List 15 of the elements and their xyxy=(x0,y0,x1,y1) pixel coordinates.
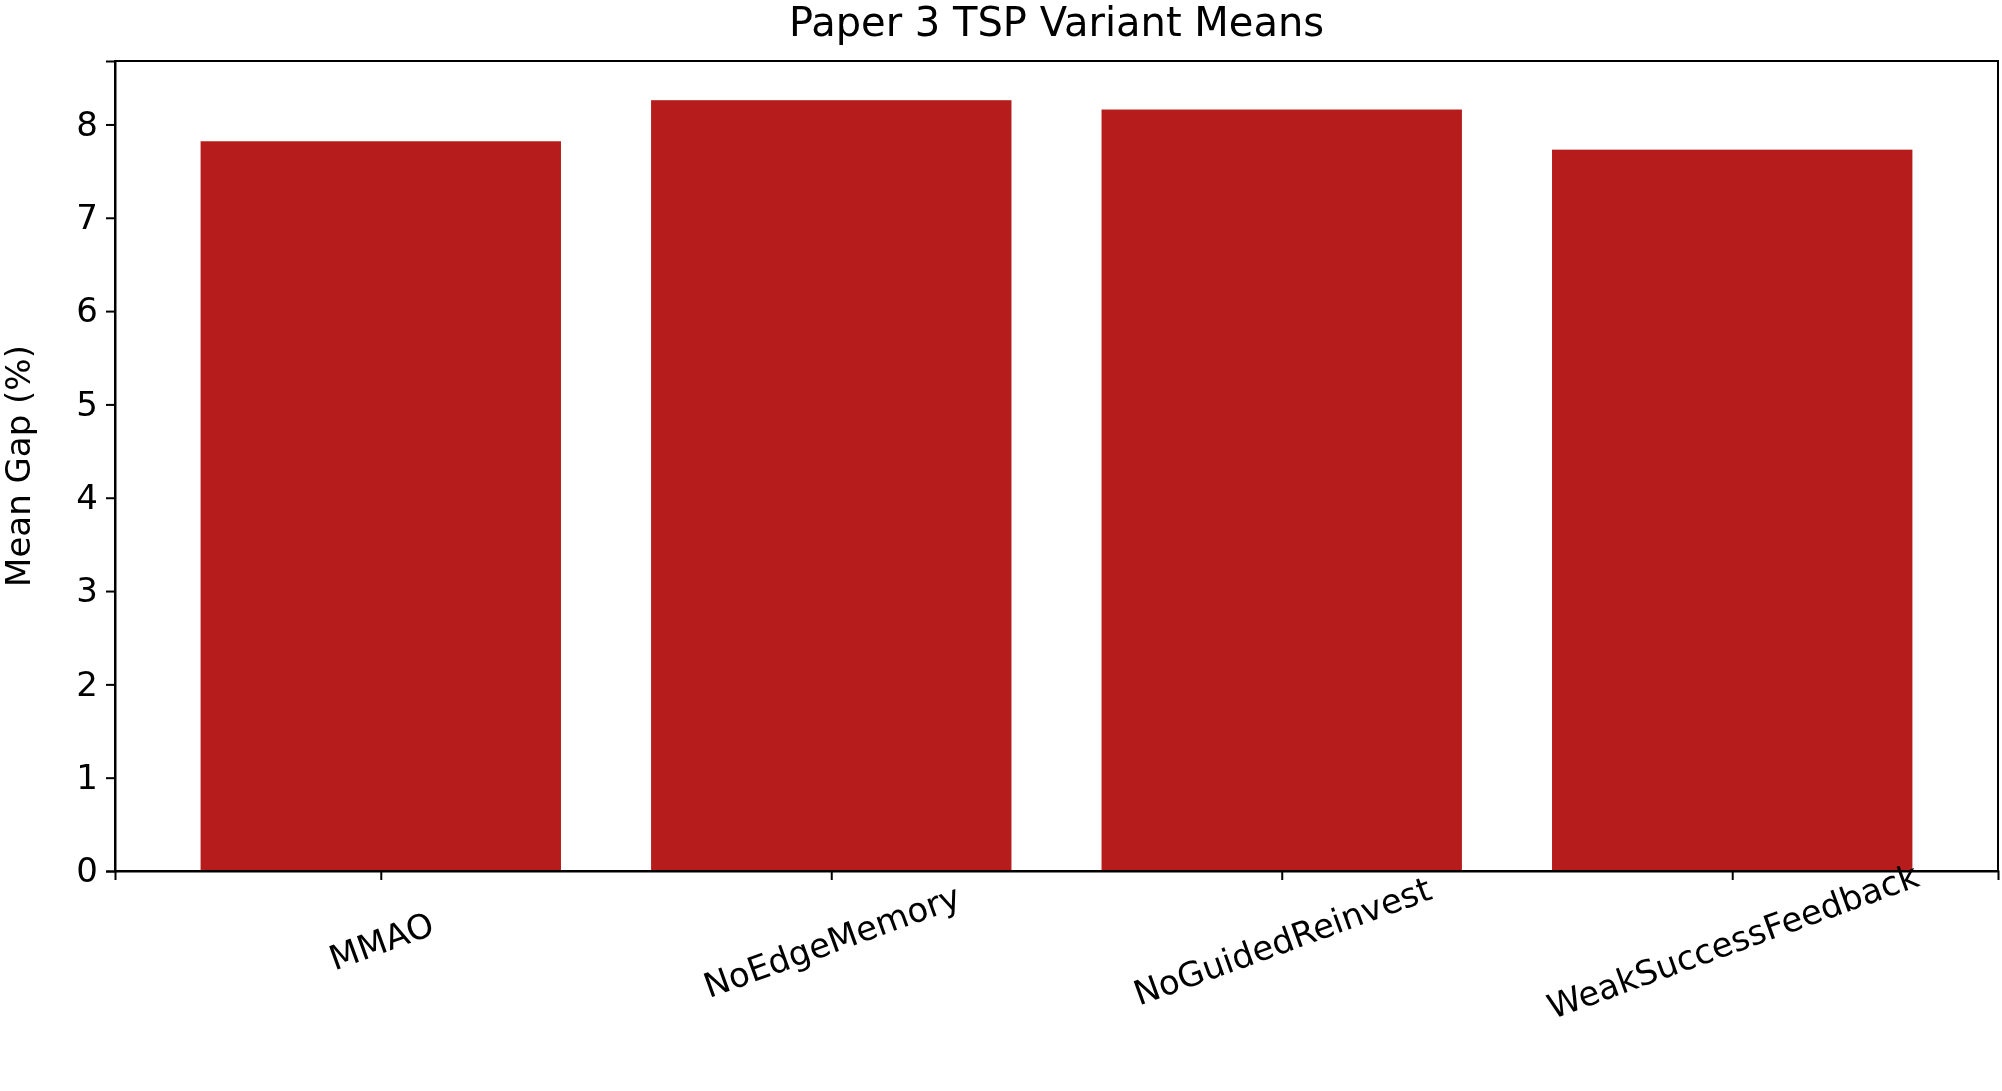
y-tick-label: 0 xyxy=(76,850,98,891)
x-tick-label: MMAO xyxy=(323,903,439,979)
y-tick-label: 6 xyxy=(76,290,98,331)
y-tick-label: 7 xyxy=(76,197,98,238)
y-tick-label: 1 xyxy=(76,757,98,798)
bar xyxy=(200,141,561,871)
bar xyxy=(1101,109,1462,871)
y-tick-label: 2 xyxy=(76,663,98,704)
y-tick-label: 5 xyxy=(76,383,98,424)
y-tick-label: 3 xyxy=(76,570,98,611)
chart-title: Paper 3 TSP Variant Means xyxy=(788,0,1325,45)
y-axis-title: Mean Gap (%) xyxy=(0,345,38,587)
y-tick-label: 8 xyxy=(76,103,98,144)
y-tick-label: 4 xyxy=(76,477,98,518)
bar xyxy=(651,100,1012,871)
